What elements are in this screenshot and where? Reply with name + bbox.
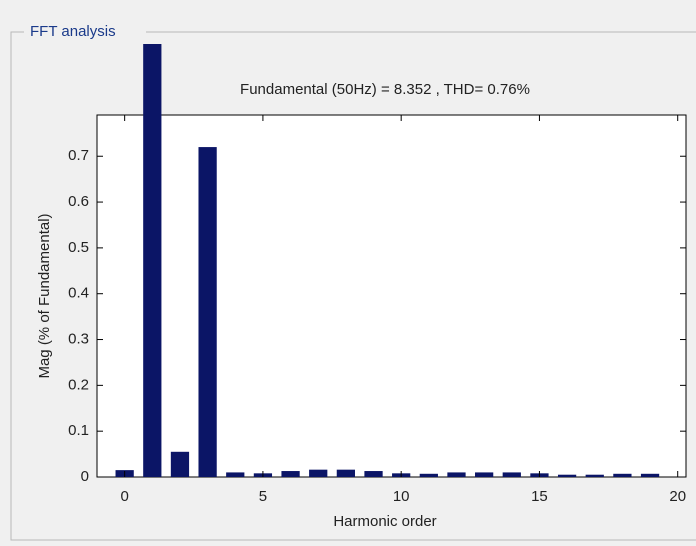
bars — [115, 44, 660, 478]
y-tick-label: 0.7 — [68, 147, 89, 164]
bar — [475, 472, 494, 477]
y-tick-label: 0.3 — [68, 331, 89, 348]
axes-box — [96, 114, 687, 478]
bar — [502, 472, 521, 477]
group-box-title-bg — [24, 22, 146, 42]
bar — [226, 472, 245, 477]
bar — [613, 473, 632, 477]
y-tick-label: 0.2 — [68, 376, 89, 393]
bar — [170, 451, 190, 477]
y-tick-label: 0.6 — [68, 193, 89, 210]
x-tick-label: 10 — [393, 488, 410, 505]
y-tick-label: 0 — [81, 468, 89, 485]
bar — [640, 473, 660, 477]
x-tick-label: 0 — [120, 488, 128, 505]
y-tick-label: 0.4 — [68, 285, 89, 302]
group-box — [10, 31, 696, 541]
bar — [336, 469, 355, 477]
x-tick-label: 15 — [531, 488, 548, 505]
x-tick-label: 5 — [259, 488, 267, 505]
y-tick-label: 0.1 — [68, 422, 89, 439]
y-axis-label: Mag (% of Fundamental) — [36, 213, 53, 378]
bar — [198, 147, 217, 478]
bar — [447, 472, 466, 477]
panel-title: FFT analysis — [30, 23, 116, 40]
bar — [557, 474, 577, 477]
annotation: Fundamental (50Hz) = 8.352 , THD= 0.76% — [240, 81, 530, 98]
x-axis-label: Harmonic order — [333, 513, 436, 530]
bar — [309, 469, 328, 477]
bar — [419, 473, 438, 477]
y-tick-label: 0.5 — [68, 239, 89, 256]
bar — [143, 44, 162, 477]
x-tick-label: 20 — [669, 488, 686, 505]
bar — [281, 471, 300, 477]
bar — [585, 474, 604, 477]
bar — [364, 471, 383, 477]
